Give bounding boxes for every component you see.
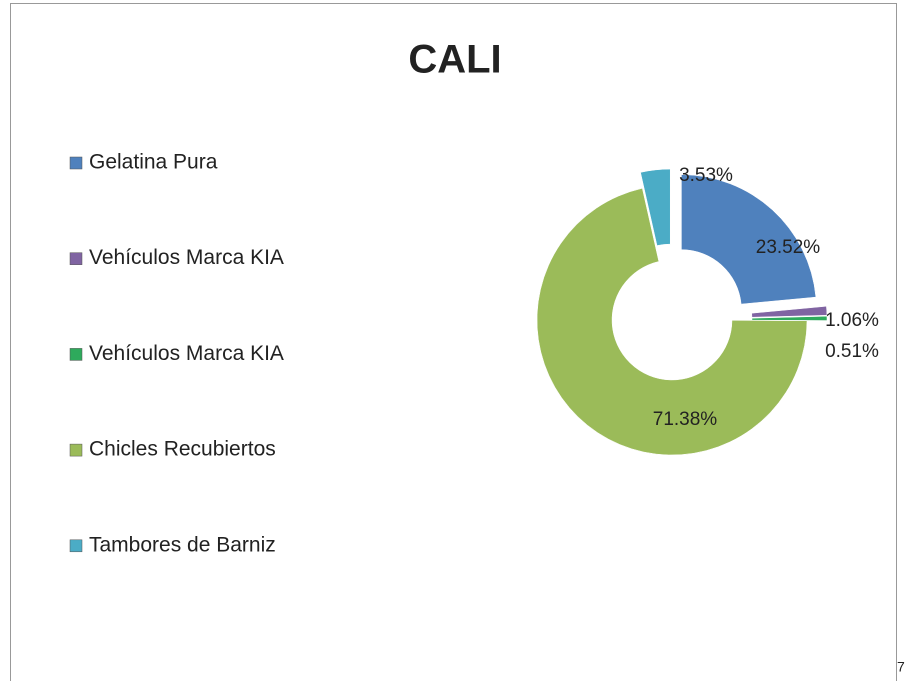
legend-swatch [69, 539, 83, 553]
legend-label: Chicles Recubiertos [89, 438, 276, 461]
donut-slice [640, 168, 671, 246]
donut-slice [681, 174, 817, 305]
data-label: 0.51% [825, 341, 879, 362]
data-label: 71.38% [653, 409, 718, 430]
legend-label: Tambores de Barniz [89, 533, 276, 556]
legend-label: Gelatina Pura [89, 151, 218, 174]
data-label: 1.06% [825, 310, 879, 331]
donut-slice [751, 315, 828, 321]
legend-swatch [69, 156, 83, 170]
chart-frame [10, 3, 897, 681]
legend-label: Vehículos Marca KIA [89, 342, 284, 365]
data-label: 3.53% [679, 165, 733, 186]
page-number: 7 [897, 659, 905, 675]
legend-label: Vehículos Marca KIA [89, 246, 284, 269]
legend-swatch [69, 443, 83, 457]
donut-slice [536, 188, 808, 456]
donut-slice [751, 305, 828, 318]
data-label: 23.52% [756, 237, 821, 258]
legend-swatch [69, 252, 83, 265]
legend-swatch [69, 348, 83, 361]
chart-title: CALI [408, 38, 501, 82]
